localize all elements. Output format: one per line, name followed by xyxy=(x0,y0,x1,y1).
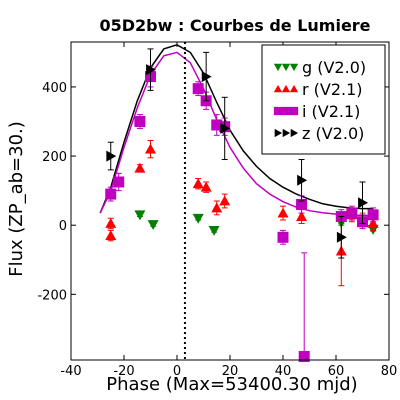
y-tick-label: 200 xyxy=(42,150,67,165)
data-point-1-7 xyxy=(219,195,231,206)
x-axis-ticks: -40 -20 0 20 40 60 80 xyxy=(60,42,397,379)
data-point-0-2 xyxy=(192,213,204,224)
x-tick-label: 80 xyxy=(381,364,398,379)
data-point-2-12 xyxy=(346,207,358,219)
x-tick-label: 40 xyxy=(275,364,292,379)
data-point-2-4 xyxy=(192,83,204,95)
data-point-2-1 xyxy=(113,176,125,188)
x-tick-label: 0 xyxy=(173,364,181,379)
data-point-2-0 xyxy=(105,188,117,200)
legend-marker-1 xyxy=(289,84,299,93)
y-tick-label: -200 xyxy=(37,288,67,303)
data-point-3-4 xyxy=(297,174,308,186)
chart-title: 05D2bw : Courbes de Lumiere xyxy=(99,16,370,35)
legend-label-2: i (V2.1) xyxy=(302,102,360,121)
model-curves xyxy=(99,43,374,217)
data-point-1-4 xyxy=(192,178,204,189)
y-tick-label: 0 xyxy=(59,219,67,234)
data-point-3-2 xyxy=(201,71,212,83)
legend-marker-3 xyxy=(282,128,291,138)
legend-label-0: g (V2.0) xyxy=(302,58,366,77)
data-point-1-6 xyxy=(211,202,223,213)
legend-marker-3 xyxy=(290,128,299,138)
data-point-1-2 xyxy=(134,162,146,173)
data-point-1-1 xyxy=(105,217,117,228)
legend-marker-2 xyxy=(289,106,299,116)
data-point-2-9 xyxy=(296,198,308,210)
data-point-1-13 xyxy=(367,217,379,228)
data-points xyxy=(105,48,379,363)
legend-marker-0 xyxy=(281,63,291,72)
legend-marker-1 xyxy=(273,84,283,93)
legend-marker-1 xyxy=(281,84,291,93)
data-point-1-0 xyxy=(105,230,117,240)
data-point-3-3 xyxy=(220,122,231,134)
x-tick-label: -20 xyxy=(113,364,134,379)
data-point-1-9 xyxy=(296,211,308,221)
data-point-0-0 xyxy=(134,210,146,221)
data-point-0-3 xyxy=(208,225,220,236)
legend-marker-0 xyxy=(289,63,299,72)
data-point-1-8 xyxy=(277,207,289,218)
x-tick-label: 20 xyxy=(222,364,239,379)
data-point-1-3 xyxy=(145,143,156,154)
legend-box xyxy=(261,44,386,155)
legend-marker-2 xyxy=(273,106,283,116)
data-point-2-8 xyxy=(277,231,289,243)
legend-label-3: z (V2.0) xyxy=(302,124,364,143)
data-point-3-0 xyxy=(106,150,117,162)
data-point-0-1 xyxy=(147,220,159,231)
y-axis-label: Flux (ZP_ab=30.) xyxy=(6,121,27,277)
data-point-3-5 xyxy=(336,231,347,243)
data-point-2-10 xyxy=(298,351,310,363)
y-tick-label: 400 xyxy=(42,81,67,96)
x-tick-label: 60 xyxy=(328,364,345,379)
model-curve-0 xyxy=(99,43,374,214)
legend-label-1: r (V2.1) xyxy=(302,80,363,99)
legend: g (V2.0) r (V2.1) i (V2.1) z (V2.0) xyxy=(261,44,386,155)
legend-marker-2 xyxy=(281,106,291,116)
legend-marker-0 xyxy=(273,63,283,72)
model-curve-1 xyxy=(99,51,374,217)
data-point-3-6 xyxy=(358,197,368,209)
x-tick-label: -40 xyxy=(60,364,81,379)
x-axis-label: Phase (Max=53400.30 mjd) xyxy=(106,374,357,395)
legend-marker-3 xyxy=(274,128,283,138)
data-point-3-1 xyxy=(146,64,156,76)
data-point-1-5 xyxy=(200,181,212,192)
data-point-2-6 xyxy=(211,119,223,131)
data-point-2-2 xyxy=(134,116,146,127)
data-point-2-14 xyxy=(367,209,379,221)
